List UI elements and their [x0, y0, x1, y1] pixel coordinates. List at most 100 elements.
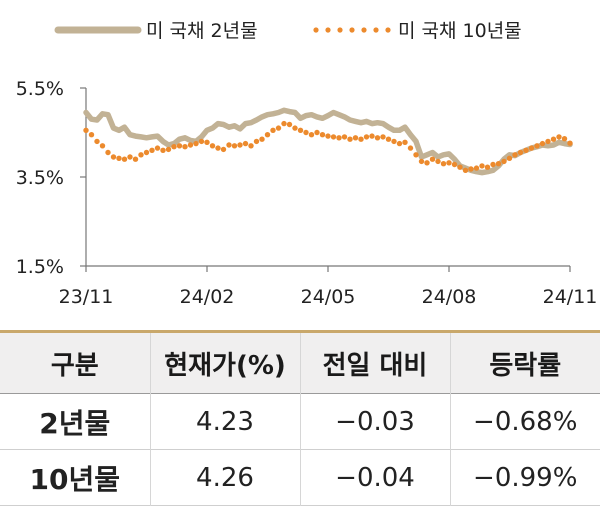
legend: 미 국채 2년물 미 국채 10년물 — [54, 20, 522, 42]
series-point-10y — [440, 161, 447, 167]
cell-rate: −0.99% — [473, 462, 578, 493]
series-point-10y — [275, 125, 282, 131]
legend-swatch-10y — [313, 27, 391, 33]
row-label: 2년물 — [0, 393, 151, 450]
series-point-10y — [462, 167, 469, 173]
series-point-10y — [391, 138, 397, 145]
legend-dot — [373, 27, 379, 33]
header-rate: 등락률 — [489, 350, 562, 381]
series-point-10y — [380, 134, 386, 140]
series-point-10y — [253, 138, 260, 145]
series-point-10y — [143, 149, 150, 156]
series-point-10y — [193, 140, 199, 147]
series-point-10y — [308, 132, 315, 138]
series-point-10y — [358, 136, 364, 142]
cell-current: 4.23 — [150, 393, 301, 450]
series-point-10y — [259, 136, 265, 142]
series-point-10y — [325, 133, 331, 139]
series-point-10y — [424, 160, 430, 166]
x-axis-ticks: 23/11 24/02 24/05 24/08 24/11 — [59, 266, 597, 308]
series-point-10y — [215, 145, 221, 151]
table-row: 2년물 4.23 −0.03 −0.68% — [0, 393, 600, 450]
series-point-10y — [264, 132, 271, 138]
y-tick-label: 5.5% — [16, 78, 64, 100]
series-point-10y — [369, 133, 375, 139]
series-point-10y — [567, 140, 573, 146]
series-point-10y — [385, 136, 392, 142]
series-point-10y — [127, 154, 133, 160]
series-point-10y — [176, 143, 183, 149]
series-point-10y — [187, 142, 194, 148]
series-point-10y — [523, 147, 529, 153]
series-point-10y — [539, 140, 546, 147]
series-point-10y — [484, 164, 491, 170]
series-point-10y — [402, 139, 408, 145]
cell-rate: −0.68% — [473, 406, 578, 437]
yield-table: 구분 현재가(%) 전일 대비 등락률 2년물 4.23 −0.03 −0.68… — [0, 330, 600, 506]
series-point-10y — [83, 127, 89, 133]
series-point-10y — [132, 156, 139, 162]
yield-chart: 미 국채 2년물 미 국채 10년물 5.5% 3.5% 1.5% 23/11 24/… — [16, 20, 598, 308]
series-point-10y — [319, 132, 326, 138]
legend-dot — [337, 27, 343, 33]
series-point-10y — [270, 127, 276, 133]
header-category: 구분 — [0, 331, 151, 394]
series-point-10y — [374, 135, 381, 141]
series-point-10y — [292, 125, 298, 131]
series-point-10y — [363, 134, 370, 140]
series-point-10y — [451, 161, 458, 168]
series-point-10y — [352, 135, 359, 141]
series-point-10y — [550, 136, 557, 142]
series-point-10y — [138, 152, 144, 158]
header-change: 전일 대비 — [300, 331, 451, 394]
series-point-10y — [209, 143, 216, 149]
series-point-10y — [556, 134, 562, 140]
y-tick-label: 1.5% — [16, 256, 64, 278]
series-point-10y — [121, 156, 128, 162]
cell-change: −0.04 — [300, 449, 451, 506]
series-point-10y — [154, 145, 161, 151]
row-label: 10년물 — [0, 449, 151, 506]
series-point-10y — [165, 146, 172, 153]
series-point-10y — [94, 138, 100, 145]
x-tick-label: 24/08 — [422, 286, 477, 308]
series-point-10y — [413, 152, 419, 158]
y-axis-ticks: 5.5% 3.5% 1.5% — [16, 78, 86, 278]
series-point-10y — [297, 127, 304, 133]
series-point-10y — [561, 136, 568, 142]
series-point-10y — [248, 143, 254, 149]
cell-current: 4.26 — [150, 449, 301, 506]
series-point-10y — [204, 139, 210, 145]
series-point-10y — [105, 149, 111, 156]
x-tick-label: 24/05 — [301, 286, 356, 308]
series-point-10y — [303, 129, 309, 136]
legend-label-2y: 미 국채 2년물 — [146, 20, 258, 42]
series-point-10y — [490, 161, 496, 168]
y-tick-label: 3.5% — [16, 167, 64, 189]
series-point-10y — [336, 135, 342, 141]
series-point-10y — [457, 164, 463, 170]
series-point-10y — [528, 145, 535, 151]
cell-change: −0.03 — [300, 393, 451, 450]
series-point-10y — [341, 134, 348, 140]
series-point-10y — [473, 165, 480, 171]
series-point-10y — [506, 155, 513, 161]
series-point-10y — [418, 158, 425, 165]
series-point-10y — [220, 146, 227, 153]
series-point-10y — [242, 140, 249, 147]
series-point-10y — [468, 166, 474, 172]
series-point-10y — [534, 143, 540, 149]
series-layer — [83, 107, 573, 176]
series-point-10y — [226, 142, 232, 148]
legend-dot — [325, 27, 331, 33]
table-row: 10년물 4.26 −0.04 −0.99% — [0, 449, 600, 506]
series-point-10y — [160, 147, 166, 153]
series-point-10y — [286, 121, 293, 128]
series-point-10y — [435, 158, 441, 165]
series-point-10y — [501, 158, 507, 165]
series-point-10y — [330, 134, 337, 140]
series-point-10y — [429, 156, 436, 162]
series-point-10y — [407, 145, 414, 151]
table-header-row: 구분 현재가(%) 전일 대비 등락률 — [0, 331, 600, 394]
legend-dot — [313, 27, 319, 33]
